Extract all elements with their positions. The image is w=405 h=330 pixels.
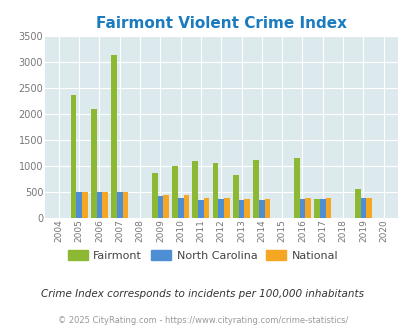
Bar bbox=[305, 198, 310, 218]
Bar bbox=[163, 195, 168, 218]
Bar bbox=[238, 200, 244, 218]
Bar bbox=[183, 195, 189, 218]
Bar bbox=[319, 199, 325, 218]
Bar bbox=[299, 199, 305, 218]
Bar bbox=[293, 158, 299, 218]
Bar bbox=[354, 189, 360, 218]
Bar bbox=[203, 198, 209, 218]
Bar bbox=[70, 95, 76, 218]
Bar bbox=[151, 173, 157, 218]
Bar bbox=[325, 198, 330, 218]
Bar bbox=[313, 199, 319, 218]
Bar bbox=[244, 199, 249, 218]
Bar bbox=[253, 160, 258, 218]
Bar bbox=[232, 175, 238, 218]
Bar bbox=[122, 192, 128, 218]
Bar bbox=[76, 192, 82, 218]
Bar bbox=[157, 195, 163, 218]
Bar bbox=[192, 161, 198, 218]
Bar bbox=[365, 198, 371, 218]
Text: Crime Index corresponds to incidents per 100,000 inhabitants: Crime Index corresponds to incidents per… bbox=[41, 289, 364, 299]
Bar bbox=[212, 163, 218, 218]
Bar bbox=[117, 192, 122, 218]
Bar bbox=[82, 192, 87, 218]
Bar bbox=[91, 109, 96, 218]
Bar bbox=[96, 192, 102, 218]
Bar bbox=[218, 199, 224, 218]
Legend: Fairmont, North Carolina, National: Fairmont, North Carolina, National bbox=[63, 246, 342, 265]
Bar bbox=[177, 198, 183, 218]
Bar bbox=[264, 199, 270, 218]
Title: Fairmont Violent Crime Index: Fairmont Violent Crime Index bbox=[96, 16, 346, 31]
Bar bbox=[198, 200, 203, 218]
Bar bbox=[258, 200, 264, 218]
Bar bbox=[360, 198, 365, 218]
Bar bbox=[172, 166, 177, 218]
Text: © 2025 CityRating.com - https://www.cityrating.com/crime-statistics/: © 2025 CityRating.com - https://www.city… bbox=[58, 316, 347, 325]
Bar bbox=[102, 192, 108, 218]
Bar bbox=[224, 198, 229, 218]
Bar bbox=[111, 55, 117, 218]
